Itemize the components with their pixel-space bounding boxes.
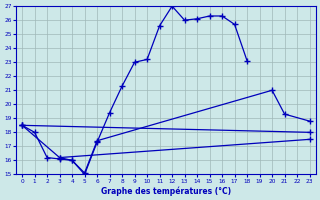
X-axis label: Graphe des températures (°C): Graphe des températures (°C) [101, 186, 231, 196]
